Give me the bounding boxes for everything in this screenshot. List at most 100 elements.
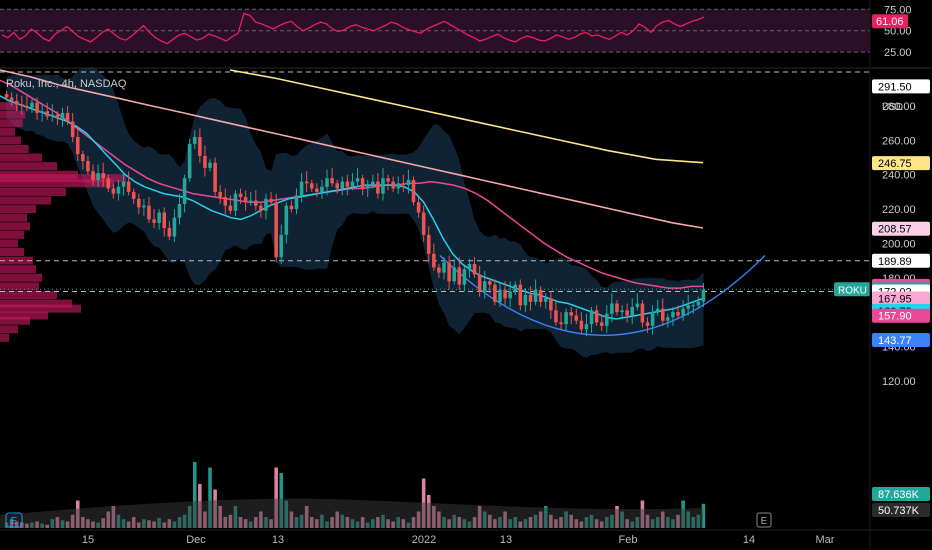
candle-body[interactable] bbox=[554, 310, 558, 323]
candle-body[interactable] bbox=[279, 234, 284, 258]
candle-body[interactable] bbox=[493, 284, 497, 302]
candle-body[interactable] bbox=[131, 191, 136, 199]
candle-body[interactable] bbox=[686, 305, 690, 309]
candle-body[interactable] bbox=[14, 100, 19, 105]
candle-body[interactable] bbox=[177, 203, 182, 218]
candle-body[interactable] bbox=[335, 183, 339, 189]
candle-body[interactable] bbox=[259, 205, 263, 211]
candle-body[interactable] bbox=[513, 284, 518, 292]
candle-body[interactable] bbox=[426, 234, 431, 254]
candle-body[interactable] bbox=[503, 289, 507, 299]
candle-body[interactable] bbox=[406, 179, 411, 186]
candle-body[interactable] bbox=[340, 181, 345, 189]
candle-body[interactable] bbox=[594, 310, 599, 323]
candle-body[interactable] bbox=[569, 312, 573, 316]
candle-body[interactable] bbox=[345, 181, 350, 187]
candle-body[interactable] bbox=[111, 188, 116, 194]
candle-body[interactable] bbox=[605, 313, 609, 326]
candle-body[interactable] bbox=[20, 104, 24, 107]
candle-body[interactable] bbox=[630, 306, 635, 316]
candle-body[interactable] bbox=[243, 197, 248, 203]
candle-body[interactable] bbox=[264, 198, 268, 211]
candle-body[interactable] bbox=[75, 136, 80, 155]
candle-body[interactable] bbox=[208, 162, 212, 168]
candle-body[interactable] bbox=[645, 322, 650, 326]
candle-body[interactable] bbox=[30, 102, 34, 108]
candle-body[interactable] bbox=[564, 312, 568, 325]
candle-body[interactable] bbox=[671, 312, 675, 318]
candle-body[interactable] bbox=[254, 200, 258, 206]
candle-body[interactable] bbox=[187, 143, 192, 179]
candle-body[interactable] bbox=[35, 102, 39, 113]
candle-body[interactable] bbox=[650, 312, 655, 326]
candle-body[interactable] bbox=[350, 181, 355, 187]
candle-body[interactable] bbox=[437, 267, 441, 273]
candle-body[interactable] bbox=[70, 121, 75, 137]
candle-body[interactable] bbox=[248, 200, 253, 203]
candle-body[interactable] bbox=[81, 154, 85, 162]
candle-body[interactable] bbox=[203, 155, 207, 168]
candle-body[interactable] bbox=[574, 315, 579, 321]
candle-body[interactable] bbox=[589, 310, 594, 325]
candle-body[interactable] bbox=[309, 183, 314, 189]
candle-body[interactable] bbox=[65, 112, 70, 122]
candle-body[interactable] bbox=[498, 289, 502, 302]
candle-body[interactable] bbox=[40, 111, 44, 113]
candle-body[interactable] bbox=[284, 205, 289, 235]
candle-body[interactable] bbox=[4, 94, 9, 98]
candle-body[interactable] bbox=[676, 312, 680, 316]
candle-body[interactable] bbox=[462, 269, 467, 285]
candle-body[interactable] bbox=[86, 161, 90, 172]
candle-body[interactable] bbox=[147, 205, 151, 220]
candle-body[interactable] bbox=[192, 136, 197, 144]
candle-body[interactable] bbox=[421, 212, 426, 235]
candle-body[interactable] bbox=[681, 308, 685, 316]
candle-body[interactable] bbox=[172, 217, 177, 237]
candle-body[interactable] bbox=[482, 281, 487, 292]
candle-body[interactable] bbox=[182, 178, 187, 204]
candle-body[interactable] bbox=[508, 291, 512, 299]
candle-body[interactable] bbox=[432, 253, 436, 268]
candle-body[interactable] bbox=[152, 219, 156, 223]
candle-body[interactable] bbox=[472, 264, 477, 275]
candle-body[interactable] bbox=[666, 317, 670, 321]
candle-body[interactable] bbox=[701, 289, 706, 302]
candle-body[interactable] bbox=[538, 289, 543, 302]
candle-body[interactable] bbox=[96, 173, 100, 180]
candle-body[interactable] bbox=[142, 205, 146, 208]
candle-body[interactable] bbox=[91, 171, 95, 180]
candle-body[interactable] bbox=[584, 324, 589, 330]
candle-body[interactable] bbox=[371, 181, 375, 186]
candle-body[interactable] bbox=[635, 303, 640, 307]
candle-body[interactable] bbox=[401, 183, 406, 186]
candle-body[interactable] bbox=[45, 111, 50, 117]
candle-body[interactable] bbox=[269, 198, 273, 203]
candle-body[interactable] bbox=[386, 178, 390, 182]
candle-body[interactable] bbox=[60, 112, 65, 119]
candle-body[interactable] bbox=[543, 298, 548, 302]
candle-body[interactable] bbox=[660, 308, 665, 321]
candle-body[interactable] bbox=[625, 310, 629, 316]
candle-body[interactable] bbox=[549, 298, 553, 311]
candle-body[interactable] bbox=[55, 114, 60, 119]
candle-body[interactable] bbox=[477, 274, 482, 292]
candle-body[interactable] bbox=[696, 301, 701, 306]
candle-body[interactable] bbox=[9, 97, 14, 101]
candle-body[interactable] bbox=[126, 181, 131, 192]
candle-body[interactable] bbox=[457, 267, 462, 285]
candle-body[interactable] bbox=[274, 202, 278, 258]
candle-body[interactable] bbox=[315, 188, 319, 192]
candle-body[interactable] bbox=[106, 178, 111, 189]
candle-body[interactable] bbox=[137, 198, 141, 208]
candle-body[interactable] bbox=[610, 303, 614, 314]
candle-body[interactable] bbox=[381, 178, 385, 194]
candle-body[interactable] bbox=[116, 186, 121, 194]
candle-body[interactable] bbox=[289, 205, 294, 210]
candle-body[interactable] bbox=[320, 186, 324, 192]
candle-body[interactable] bbox=[518, 284, 523, 306]
candle-body[interactable] bbox=[411, 179, 416, 203]
candle-body[interactable] bbox=[528, 294, 533, 302]
candle-body[interactable] bbox=[121, 181, 126, 187]
candle-body[interactable] bbox=[228, 205, 233, 211]
